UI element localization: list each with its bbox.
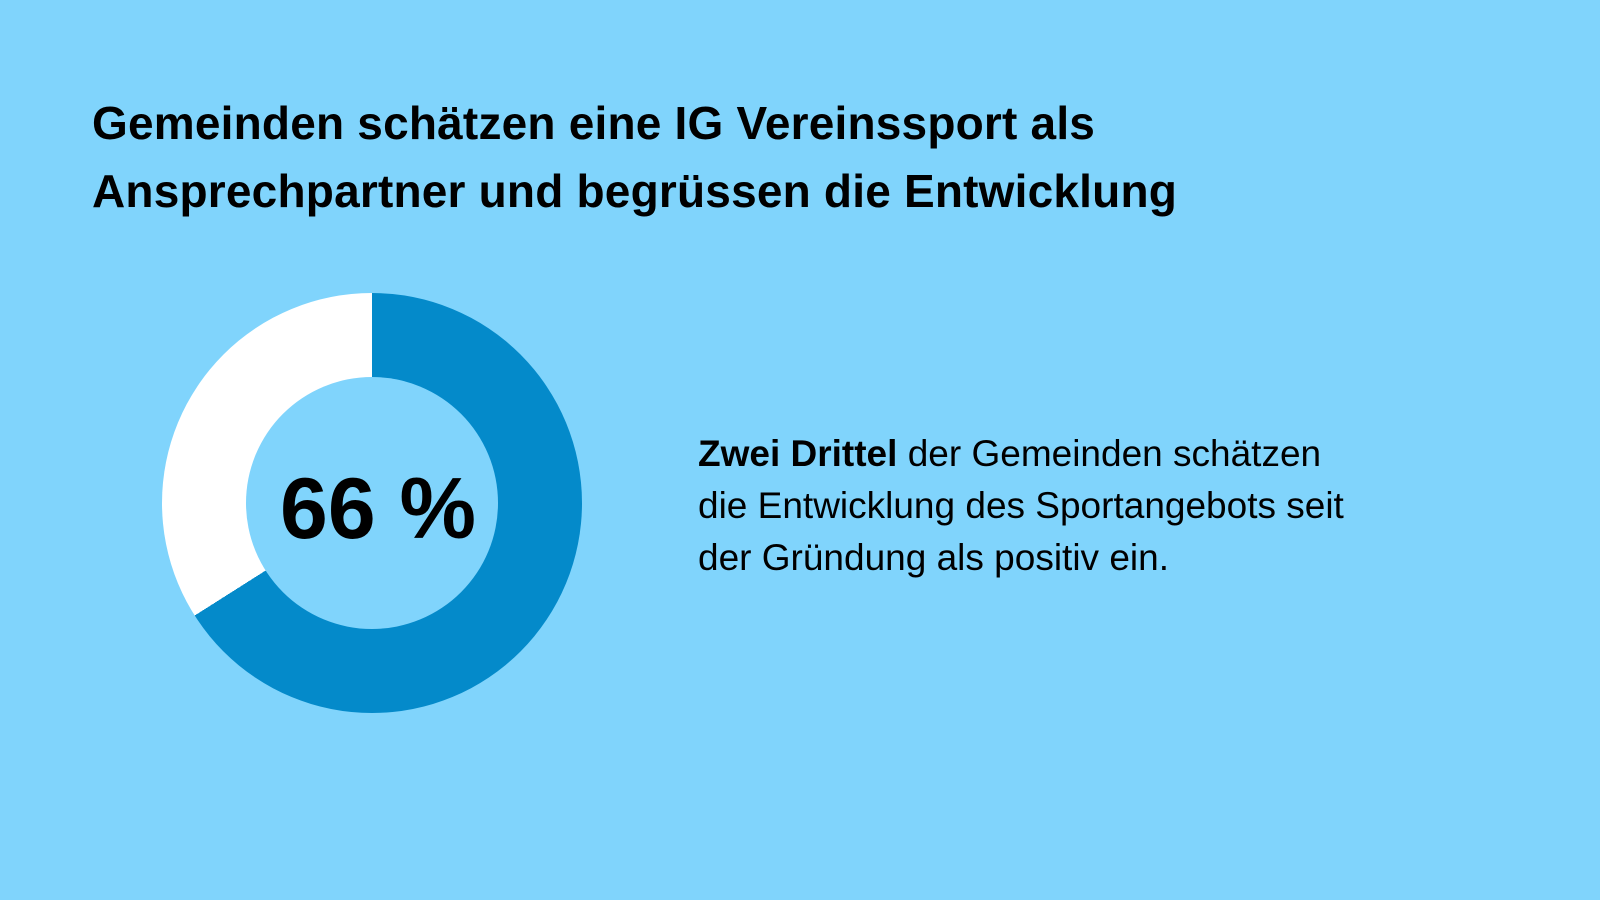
- page-title-line-2: Ansprechpartner und begrüssen die Entwic…: [92, 165, 1178, 217]
- description-text: Zwei Drittel der Gemeinden schätzen die …: [698, 428, 1344, 584]
- description-line-1: Zwei Drittel der Gemeinden schätzen: [698, 428, 1344, 480]
- donut-chart: 66 %: [162, 293, 582, 713]
- donut-center-label: 66 %: [279, 460, 477, 557]
- donut-hole: 66 %: [246, 377, 498, 629]
- page-title: Gemeinden schätzen eine IG Vereinssport …: [92, 89, 1177, 225]
- description-line-1-bold: Zwei Drittel: [698, 433, 898, 474]
- page-title-line-1: Gemeinden schätzen eine IG Vereinssport …: [92, 97, 1096, 149]
- description-line-1-rest: der Gemeinden schätzen: [897, 433, 1322, 474]
- description-line-3: der Gründung als positiv ein.: [698, 537, 1169, 578]
- description-line-2: die Entwicklung des Sportangebots seit: [698, 485, 1344, 526]
